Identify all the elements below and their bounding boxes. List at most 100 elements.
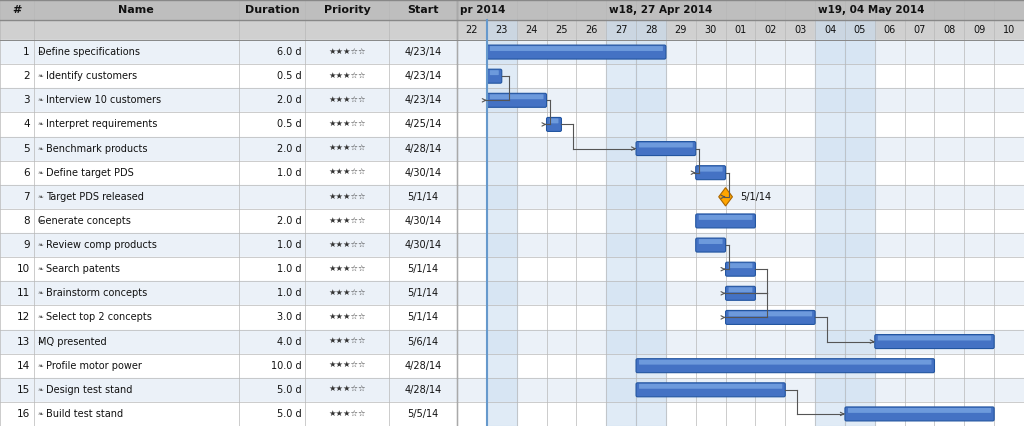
Text: w19, 04 May 2014: w19, 04 May 2014: [818, 5, 925, 15]
Text: Define specifications: Define specifications: [38, 47, 140, 57]
Text: ★★★☆☆: ★★★☆☆: [329, 385, 366, 394]
Text: 02: 02: [764, 25, 776, 35]
Polygon shape: [719, 187, 732, 206]
Text: ❧: ❧: [38, 170, 44, 176]
Text: 24: 24: [525, 25, 538, 35]
Bar: [0, 354, 1024, 378]
Text: 1.0 d: 1.0 d: [276, 168, 301, 178]
Text: 1.0 d: 1.0 d: [276, 240, 301, 250]
FancyBboxPatch shape: [489, 46, 663, 51]
Bar: [0, 281, 1024, 305]
FancyBboxPatch shape: [695, 166, 726, 180]
FancyBboxPatch shape: [729, 311, 812, 317]
FancyBboxPatch shape: [698, 215, 753, 220]
Text: 10.0 d: 10.0 d: [270, 361, 301, 371]
Text: 4/23/14: 4/23/14: [404, 95, 441, 105]
Text: ★★★☆☆: ★★★☆☆: [329, 96, 366, 105]
FancyBboxPatch shape: [878, 336, 991, 340]
Text: 5/1/14: 5/1/14: [408, 312, 438, 322]
Text: 05: 05: [854, 25, 866, 35]
Text: 30: 30: [705, 25, 717, 35]
FancyBboxPatch shape: [639, 360, 932, 365]
Bar: [815, 20, 845, 426]
Text: ❧: ❧: [38, 121, 44, 127]
Bar: [845, 20, 874, 426]
Bar: [0, 233, 1024, 257]
FancyBboxPatch shape: [726, 311, 815, 325]
FancyBboxPatch shape: [729, 287, 753, 292]
Text: 08: 08: [943, 25, 955, 35]
Text: Start: Start: [408, 5, 439, 15]
Bar: [0, 64, 1024, 88]
Text: 07: 07: [913, 25, 926, 35]
Text: 3: 3: [24, 95, 30, 105]
Text: 5/1/14: 5/1/14: [408, 288, 438, 298]
Text: Name: Name: [119, 5, 154, 15]
Text: 16: 16: [16, 409, 30, 419]
Bar: [0, 20, 1024, 40]
Bar: [0, 209, 1024, 233]
Text: 5.0 d: 5.0 d: [276, 385, 301, 395]
Text: 8: 8: [24, 216, 30, 226]
Text: ★★★☆☆: ★★★☆☆: [329, 120, 366, 129]
Text: ★★★☆☆: ★★★☆☆: [329, 361, 366, 370]
FancyBboxPatch shape: [486, 93, 547, 107]
Text: 2.0 d: 2.0 d: [276, 144, 301, 153]
FancyBboxPatch shape: [698, 239, 723, 244]
Text: 09: 09: [973, 25, 985, 35]
Bar: [0, 378, 1024, 402]
Text: 2: 2: [24, 71, 30, 81]
Text: 5.0 d: 5.0 d: [276, 409, 301, 419]
Text: ★★★☆☆: ★★★☆☆: [329, 313, 366, 322]
Text: ★★★☆☆: ★★★☆☆: [329, 48, 366, 57]
Text: 6: 6: [24, 168, 30, 178]
Text: 11: 11: [16, 288, 30, 298]
Text: ★★★☆☆: ★★★☆☆: [329, 192, 366, 201]
Text: ★★★☆☆: ★★★☆☆: [329, 72, 366, 81]
Text: 22: 22: [466, 25, 478, 35]
Text: 25: 25: [555, 25, 567, 35]
Text: 4/23/14: 4/23/14: [404, 71, 441, 81]
Text: Benchmark products: Benchmark products: [46, 144, 147, 153]
Text: Search patents: Search patents: [46, 264, 120, 274]
FancyBboxPatch shape: [695, 238, 726, 252]
Bar: [0, 161, 1024, 185]
Text: 5/1/14: 5/1/14: [739, 192, 771, 202]
Bar: [0, 185, 1024, 209]
FancyBboxPatch shape: [636, 359, 935, 373]
Bar: [0, 305, 1024, 329]
Bar: [0, 40, 1024, 64]
Text: 14: 14: [16, 361, 30, 371]
Text: 10: 10: [1002, 25, 1015, 35]
Text: 4/25/14: 4/25/14: [404, 119, 441, 130]
Text: #: #: [12, 5, 22, 15]
Bar: [0, 329, 1024, 354]
Text: 0.5 d: 0.5 d: [276, 119, 301, 130]
FancyBboxPatch shape: [486, 45, 666, 59]
Text: 29: 29: [675, 25, 687, 35]
Text: Interpret requirements: Interpret requirements: [46, 119, 157, 130]
Bar: [0, 112, 1024, 136]
Text: 9: 9: [24, 240, 30, 250]
Text: 06: 06: [884, 25, 896, 35]
Text: ❧: ❧: [38, 49, 44, 55]
FancyBboxPatch shape: [639, 384, 782, 389]
Text: 4/28/14: 4/28/14: [404, 361, 441, 371]
Text: w18, 27 Apr 2014: w18, 27 Apr 2014: [609, 5, 713, 15]
Text: 0.5 d: 0.5 d: [276, 71, 301, 81]
FancyBboxPatch shape: [550, 118, 558, 124]
Text: 5/5/14: 5/5/14: [408, 409, 438, 419]
Text: ❧: ❧: [38, 339, 44, 345]
Text: ❧: ❧: [38, 218, 44, 224]
Bar: [0, 257, 1024, 281]
Text: ❧: ❧: [38, 146, 44, 152]
Bar: [636, 20, 666, 426]
FancyBboxPatch shape: [848, 408, 991, 413]
Text: ❧: ❧: [38, 314, 44, 320]
Bar: [0, 402, 1024, 426]
Text: Generate concepts: Generate concepts: [38, 216, 131, 226]
Text: Duration: Duration: [245, 5, 299, 15]
Text: 28: 28: [645, 25, 657, 35]
Text: 03: 03: [794, 25, 806, 35]
FancyBboxPatch shape: [486, 69, 502, 83]
